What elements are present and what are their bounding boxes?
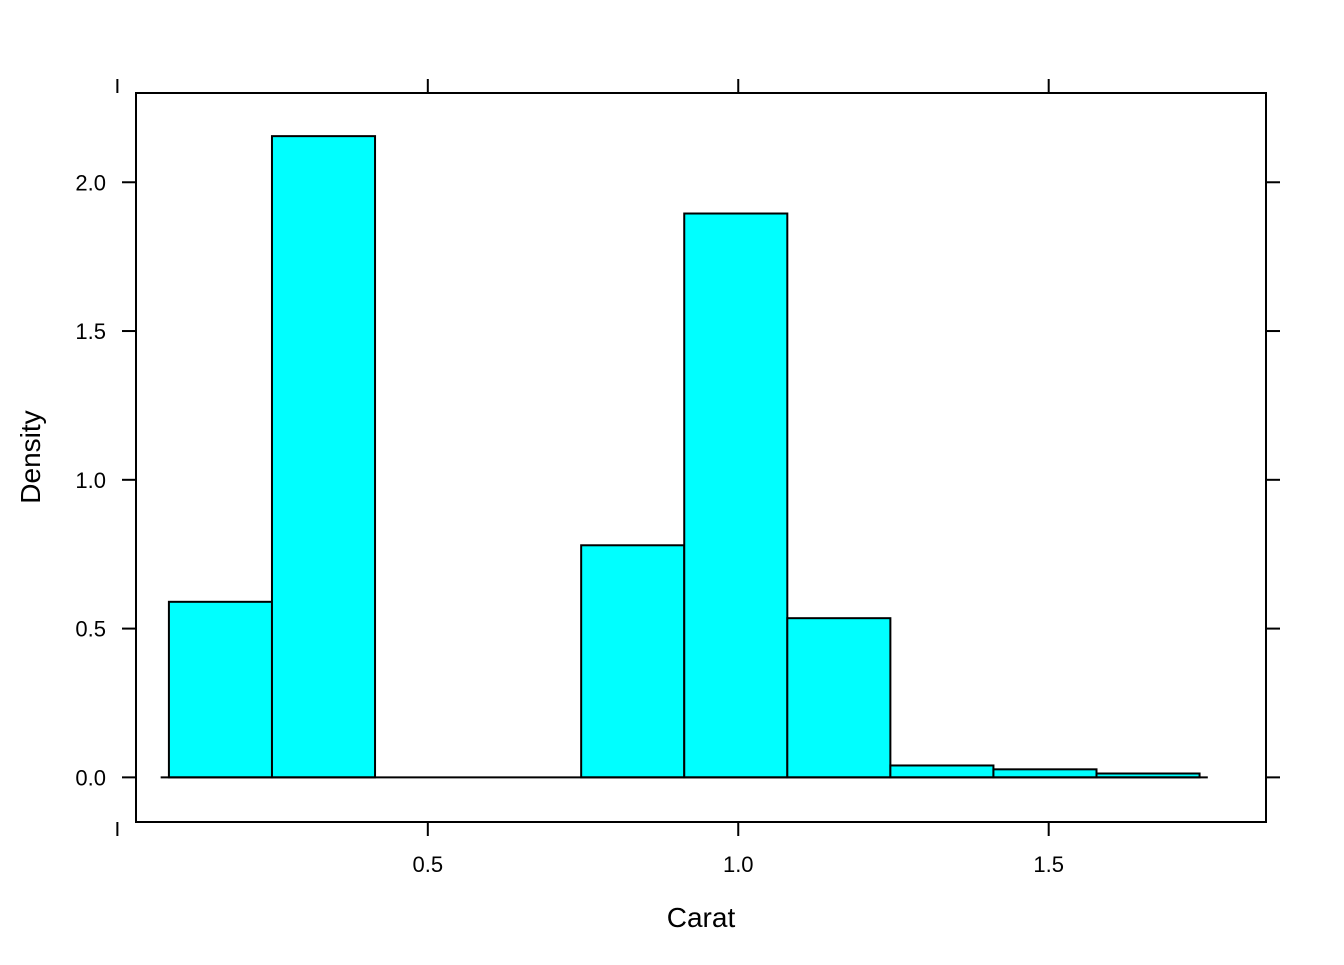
histogram-bar	[167, 600, 273, 779]
y-tick-label: 1.5	[75, 319, 106, 344]
x-tick-label: 0.5	[413, 852, 444, 877]
y-axis-label: Density	[15, 410, 46, 503]
histogram-bar	[992, 768, 1098, 779]
y-tick-label: 0.5	[75, 617, 106, 642]
histogram-bar	[889, 764, 995, 779]
x-axis-label: Carat	[667, 902, 736, 933]
y-axis-ticks: 0.0 0.5 1.0 1.5 2.0	[75, 170, 1280, 790]
y-tick-label: 0.0	[75, 765, 106, 790]
histogram-bar	[270, 135, 377, 779]
x-tick-label: 1.5	[1033, 852, 1064, 877]
plot-frame	[135, 92, 1267, 823]
x-tick-label: 1.0	[723, 852, 754, 877]
histogram-bar	[786, 617, 892, 779]
x-axis-ticks: 0.5 1.0 1.5	[116, 79, 1064, 877]
y-tick-label: 1.0	[75, 468, 106, 493]
bars-group	[167, 135, 1201, 779]
histogram-bar	[580, 544, 686, 779]
y-tick-label: 2.0	[75, 170, 106, 195]
histogram-bar	[683, 212, 789, 779]
